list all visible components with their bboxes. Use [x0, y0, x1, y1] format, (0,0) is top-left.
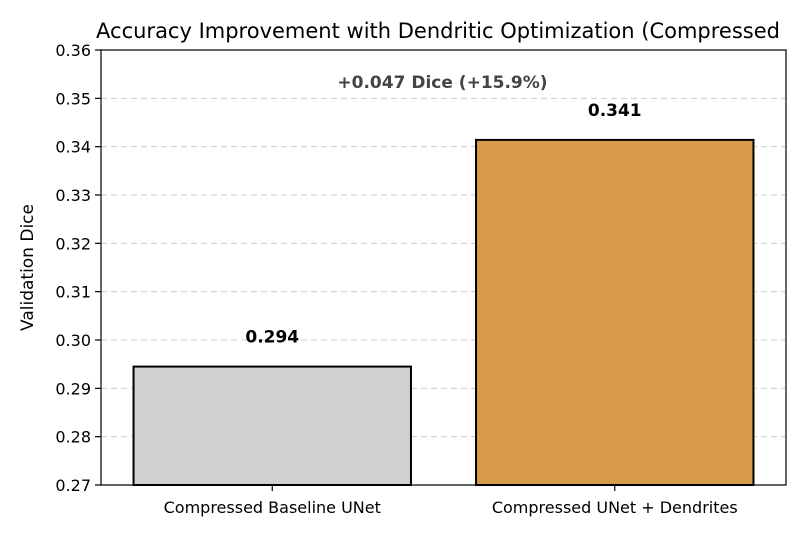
y-tick-label: 0.29	[55, 379, 91, 398]
axes	[100, 49, 787, 486]
x-tick-label: Compressed UNet + Dendrites	[492, 498, 738, 517]
y-tick-label: 0.34	[55, 138, 91, 157]
y-tick-label: 0.27	[55, 476, 91, 495]
y-axis-label: Validation Dice	[18, 204, 38, 331]
x-ticks: Compressed Baseline UNet Compressed UNet …	[164, 485, 738, 517]
bars	[132, 138, 755, 487]
y-tick-label: 0.35	[55, 89, 91, 108]
y-tick-label: 0.30	[55, 331, 91, 350]
y-tick-label: 0.31	[55, 283, 91, 302]
y-ticks: 0.27 0.28 0.29 0.30 0.31 0.32 0.33 0.34 0.35 0.36	[55, 41, 101, 495]
improvement-annotation: +0.047 Dice (+15.9%)	[337, 73, 547, 93]
y-tick-label: 0.33	[55, 186, 91, 205]
bar-value-label: 0.294	[245, 328, 299, 348]
x-tick-label: Compressed Baseline UNet	[164, 498, 381, 517]
chart-title: Accuracy Improvement with Dendritic Opti…	[96, 19, 780, 43]
bar	[132, 365, 412, 487]
y-tick-label: 0.28	[55, 428, 91, 447]
y-tick-label: 0.32	[55, 234, 91, 253]
plot-frame	[100, 49, 787, 486]
y-tick-label: 0.36	[55, 41, 91, 60]
bar-value-label: 0.341	[588, 101, 642, 121]
value-labels: 0.294 0.341	[245, 101, 641, 348]
bar	[475, 138, 755, 486]
